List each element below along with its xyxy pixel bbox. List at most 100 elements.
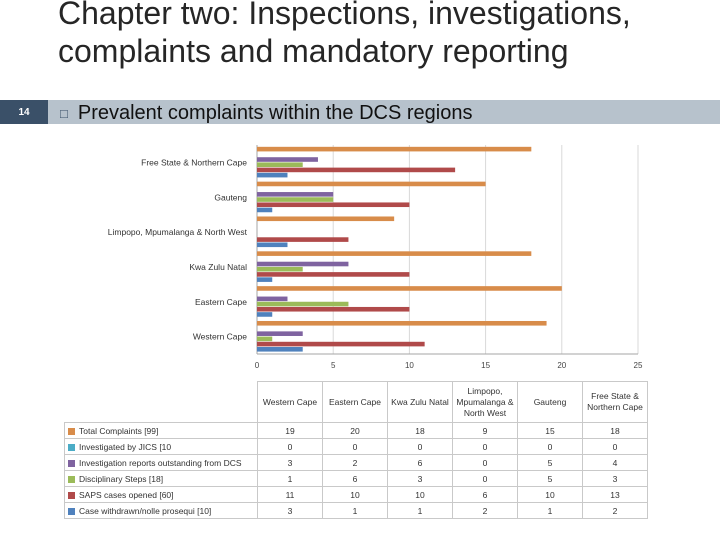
slide-number: 14 bbox=[0, 100, 48, 124]
legend-entry: Investigated by JICS [10 bbox=[64, 438, 258, 455]
legend-label: Total Complaints [99] bbox=[79, 425, 159, 436]
bar bbox=[257, 162, 303, 168]
bar bbox=[257, 172, 288, 178]
chart-bars bbox=[257, 146, 562, 352]
bullet-square-icon: □ bbox=[60, 105, 68, 121]
table-column-header: Free State & Northern Cape bbox=[582, 381, 648, 423]
bar bbox=[257, 277, 273, 282]
table-cell: 2 bbox=[322, 454, 388, 471]
table-header-row: Western Cape Eastern Cape Kwa Zulu Natal Li… bbox=[64, 381, 648, 423]
bullet-text: Prevalent complaints within the DCS regi… bbox=[77, 101, 473, 124]
bar bbox=[257, 286, 562, 291]
table-cell: 0 bbox=[387, 438, 453, 455]
table-cell: 0 bbox=[517, 438, 583, 455]
bar bbox=[257, 192, 334, 197]
bar bbox=[257, 181, 486, 187]
legend-entry: Case withdrawn/nolle prosequi [10] bbox=[64, 502, 258, 519]
data-table: Western Cape Eastern Cape Kwa Zulu Natal Li… bbox=[64, 381, 648, 519]
table-cell: 6 bbox=[387, 454, 453, 471]
y-category-label: Western Cape bbox=[193, 332, 247, 342]
table-column-header: Gauteng bbox=[517, 381, 583, 423]
bar bbox=[257, 167, 456, 173]
slide-number-text: 14 bbox=[18, 106, 30, 118]
legend-entry: Disciplinary Steps [18] bbox=[64, 470, 258, 487]
y-category-label: Eastern Cape bbox=[195, 297, 247, 307]
bar bbox=[257, 216, 395, 222]
bar bbox=[257, 272, 410, 277]
table-cell: 5 bbox=[517, 470, 583, 487]
table-column-header: Western Cape bbox=[257, 381, 323, 423]
legend-swatch bbox=[68, 459, 75, 467]
chart-category-labels: Free State & Northern Cape Gauteng Limpopo… bbox=[108, 157, 248, 341]
legend-swatch bbox=[68, 475, 75, 483]
legend-label: SAPS cases opened [60] bbox=[79, 489, 174, 500]
slide-title: Chapter two: Inspections, investigations… bbox=[58, 0, 631, 69]
x-tick-label: 5 bbox=[331, 361, 336, 370]
title-band bbox=[48, 100, 720, 124]
table-cell: 3 bbox=[257, 502, 323, 519]
legend-label: Disciplinary Steps [18] bbox=[79, 473, 164, 484]
table-cell: 0 bbox=[322, 438, 388, 455]
table-cell: 2 bbox=[582, 502, 648, 519]
table-cell: 3 bbox=[257, 454, 323, 471]
legend-label: Investigated by JICS [10 bbox=[79, 441, 172, 452]
bar bbox=[257, 202, 410, 208]
table-column-header: Kwa Zulu Natal bbox=[387, 381, 453, 423]
table-cell: 6 bbox=[322, 470, 388, 487]
table-cell: 19 bbox=[257, 422, 323, 439]
bar bbox=[257, 261, 349, 267]
bullet-point: □ Prevalent complaints within the DCS re… bbox=[60, 100, 473, 126]
bar bbox=[257, 157, 318, 162]
table-cell: 11 bbox=[257, 486, 323, 503]
legend-label: Investigation reports outstanding from D… bbox=[79, 457, 242, 468]
y-category-label: Free State & Northern Cape bbox=[141, 157, 247, 167]
x-tick-label: 25 bbox=[634, 361, 643, 370]
legend-swatch bbox=[68, 491, 75, 499]
table-cell: 0 bbox=[452, 454, 518, 471]
table-cell: 0 bbox=[257, 438, 323, 455]
table-row: Investigated by JICS [10 0 0 0 0 0 0 bbox=[64, 438, 648, 455]
table-row: Total Complaints [99] 19 20 18 9 15 18 bbox=[64, 422, 648, 439]
x-tick-label: 15 bbox=[481, 361, 490, 370]
table-cell: 20 bbox=[322, 422, 388, 439]
table-cell: 0 bbox=[452, 470, 518, 487]
bar bbox=[257, 242, 288, 248]
table-cell: 3 bbox=[387, 470, 453, 487]
table-corner-cell bbox=[64, 381, 258, 423]
table-cell: 13 bbox=[582, 486, 648, 503]
legend-swatch bbox=[68, 427, 75, 435]
bar bbox=[257, 251, 532, 256]
bar bbox=[257, 197, 334, 202]
chart-x-ticks: 0 5 10 15 20 25 bbox=[255, 361, 643, 370]
table-cell: 18 bbox=[387, 422, 453, 439]
table-cell: 3 bbox=[582, 470, 648, 487]
bar bbox=[257, 341, 425, 347]
bar bbox=[257, 320, 547, 326]
chart-grid bbox=[256, 145, 639, 355]
bar bbox=[257, 346, 303, 352]
bar bbox=[257, 301, 349, 307]
table-cell: 10 bbox=[322, 486, 388, 503]
table-cell: 18 bbox=[582, 422, 648, 439]
table-column-header: Limpopo, Mpumalanga & North West bbox=[452, 381, 518, 423]
table-cell: 4 bbox=[582, 454, 648, 471]
legend-entry: SAPS cases opened [60] bbox=[64, 486, 258, 503]
table-cell: 1 bbox=[517, 502, 583, 519]
table-cell: 1 bbox=[257, 470, 323, 487]
bar bbox=[257, 336, 273, 342]
y-category-label: Kwa Zulu Natal bbox=[189, 262, 247, 272]
x-tick-label: 0 bbox=[255, 361, 260, 370]
table-row: SAPS cases opened [60] 11 10 10 6 10 13 bbox=[64, 486, 648, 503]
bar bbox=[257, 146, 532, 152]
legend-label: Case withdrawn/nolle prosequi [10] bbox=[79, 505, 212, 516]
table-cell: 5 bbox=[517, 454, 583, 471]
table-cell: 0 bbox=[452, 438, 518, 455]
x-tick-label: 20 bbox=[557, 361, 566, 370]
table-row: Case withdrawn/nolle prosequi [10] 3 1 1 2 1 2 bbox=[64, 502, 648, 519]
table-cell: 15 bbox=[517, 422, 583, 439]
legend-swatch bbox=[68, 507, 75, 515]
table-column-header: Eastern Cape bbox=[322, 381, 388, 423]
table-cell: 1 bbox=[322, 502, 388, 519]
table-cell: 0 bbox=[582, 438, 648, 455]
bar bbox=[257, 331, 303, 336]
